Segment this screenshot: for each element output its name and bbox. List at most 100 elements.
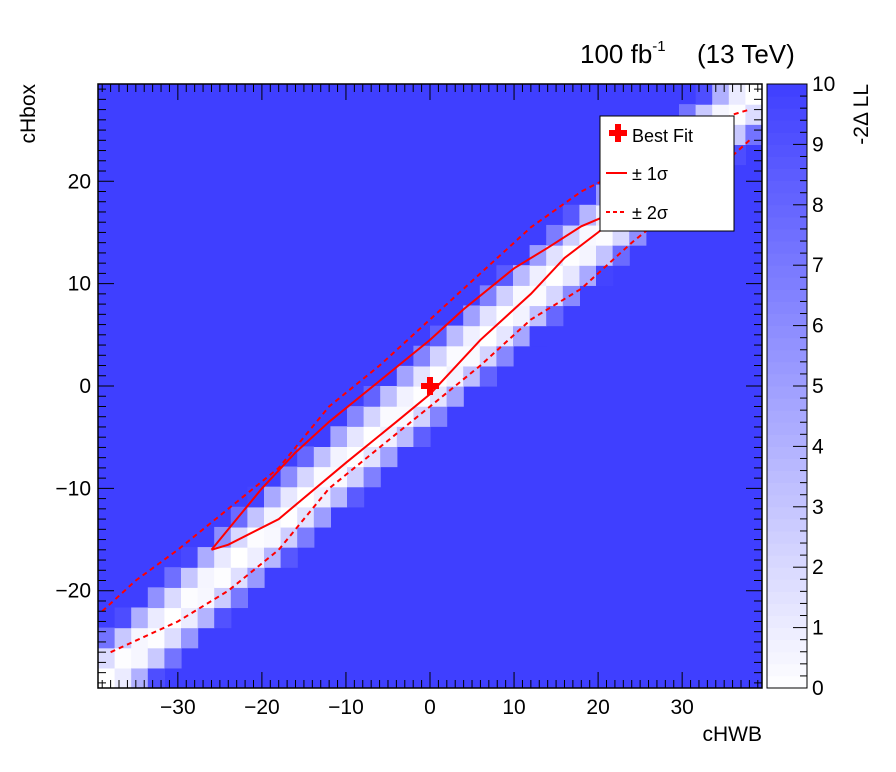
x-tick-label: −10 — [328, 696, 364, 719]
heatmap-cell — [579, 224, 597, 246]
heatmap-cell — [214, 587, 232, 609]
color-bar-segment — [767, 277, 807, 290]
heatmap-cell — [562, 204, 580, 226]
color-bar-segment — [767, 639, 807, 653]
color-bar-segment — [767, 458, 807, 472]
color-bar-segment — [767, 289, 807, 302]
color-bar-segment — [767, 349, 807, 363]
y-tick-label: 20 — [68, 170, 91, 193]
heatmap-cell — [247, 506, 265, 528]
color-bar-segment — [767, 192, 807, 206]
color-bar-segment — [767, 108, 807, 121]
color-bar-segment — [767, 204, 807, 218]
x-tick-label: 10 — [502, 696, 525, 719]
heatmap-cell — [164, 647, 182, 669]
heatmap-cell — [513, 325, 531, 347]
heatmap-cell — [313, 506, 331, 528]
heatmap-cell — [181, 567, 199, 588]
y-tick-label: −20 — [55, 580, 91, 603]
color-bar: 0 1 2 3 4 5 6 7 8 9 10 — [766, 73, 835, 700]
color-bar-segment — [767, 446, 807, 459]
heatmap-cell — [147, 627, 165, 649]
color-bar-segment — [767, 84, 807, 97]
heatmap-cell — [181, 627, 199, 649]
heatmap-cell — [529, 245, 547, 266]
heatmap-cell — [430, 406, 448, 427]
heatmap-cell — [596, 245, 614, 266]
z-tick-label: 7 — [812, 254, 824, 277]
legend-label-best-fit: Best Fit — [632, 126, 693, 146]
y-axis: −20 −10 0 10 20 — [55, 88, 762, 684]
heatmap-cell — [147, 667, 165, 689]
heatmap-cell — [479, 305, 497, 327]
heatmap-cell — [529, 305, 547, 327]
energy-header: (13 TeV) — [697, 39, 795, 69]
heatmap-cell — [247, 567, 265, 588]
color-bar-segment — [767, 120, 807, 133]
lumi-header: 100 fb-1 — [580, 38, 666, 69]
heatmap-cell — [446, 386, 464, 407]
color-bar-segment — [767, 663, 807, 677]
heatmap-cell — [230, 526, 248, 548]
x-tick-label: −30 — [160, 696, 196, 719]
color-bar-segment — [767, 410, 807, 423]
color-bar-segment — [767, 168, 807, 182]
color-bar-segment — [767, 482, 807, 496]
color-bar-segment — [767, 301, 807, 315]
heatmap-cell — [546, 265, 564, 286]
heatmap-cell — [596, 265, 614, 286]
heatmap-cell — [430, 325, 448, 347]
heatmap-cell — [164, 587, 182, 609]
lumi-exponent: -1 — [652, 38, 665, 55]
heatmap-cell — [114, 647, 132, 669]
heatmap-cell — [413, 426, 431, 447]
heatmap-cell — [479, 345, 497, 367]
color-bar-segment — [767, 337, 807, 351]
heatmap-cell — [363, 446, 381, 468]
heatmap-cell — [297, 466, 315, 488]
heatmap-cell — [147, 607, 165, 629]
color-bar-segment — [767, 543, 807, 556]
heatmap-cell — [712, 84, 730, 105]
heatmap-cell — [430, 386, 448, 407]
color-bar-segment — [767, 530, 807, 544]
heatmap-cell — [247, 547, 265, 568]
heatmap-cell — [230, 587, 248, 609]
heatmap-cell — [363, 386, 381, 407]
z-tick-label: 6 — [812, 315, 824, 338]
color-bar-segment — [767, 228, 807, 242]
heatmap-cell — [330, 426, 348, 447]
y-tick-label: 10 — [68, 273, 91, 296]
color-bar-segment — [767, 180, 807, 194]
heatmap-cell — [280, 466, 298, 488]
heatmap-cell — [579, 265, 597, 286]
color-bar-title: -2Δ LL — [850, 84, 873, 145]
heatmap-cell — [745, 104, 763, 125]
color-bar-segment — [767, 518, 807, 532]
heatmap-cell — [413, 406, 431, 427]
x-axis-title: cHWB — [703, 723, 763, 746]
legend-label-2sigma: ± 2σ — [632, 203, 668, 223]
heatmap-cell — [612, 245, 630, 266]
color-bar-segment — [767, 386, 807, 399]
heatmap-cell — [496, 285, 514, 307]
color-bar-segment — [767, 325, 807, 339]
heatmap-cell — [745, 84, 763, 105]
z-tick-label: 2 — [812, 556, 824, 579]
x-axis: −30 −20 −10 0 10 20 30 — [101, 84, 759, 719]
best-fit-marker — [421, 377, 439, 395]
x-tick-label: 20 — [586, 696, 609, 719]
heatmap-cell — [347, 426, 365, 447]
heatmap-cell — [695, 84, 713, 105]
heatmap-cell — [264, 506, 282, 528]
color-bar-segment — [767, 313, 807, 327]
heatmap-cell — [313, 466, 331, 488]
heatmap-cell — [264, 547, 282, 568]
x-tick-label: −20 — [244, 696, 280, 719]
heatmap-cell — [114, 607, 132, 629]
y-tick-label: −10 — [55, 477, 91, 500]
color-bar-segment — [767, 567, 807, 580]
heatmap-cell — [214, 567, 232, 588]
heatmap-cell — [446, 345, 464, 367]
